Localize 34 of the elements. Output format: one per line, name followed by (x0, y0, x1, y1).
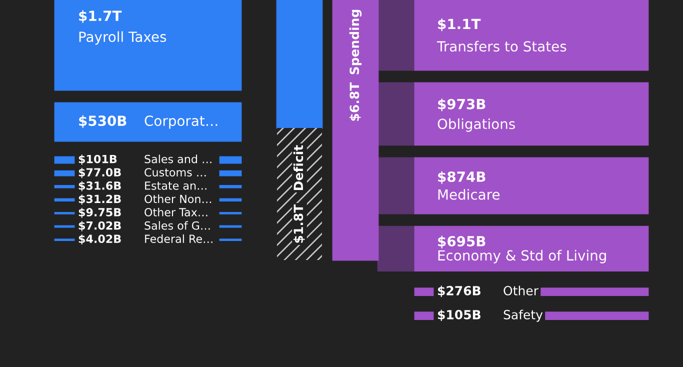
category-label: Transfers to States (436, 40, 566, 52)
data-label: $530B (79, 115, 126, 128)
data-label: $6.8T (349, 82, 361, 121)
data-label: $276B (438, 286, 480, 298)
data-label: $9.75B (78, 208, 121, 218)
data-label: $1.8T (293, 204, 305, 243)
category-label: Other Non… (144, 194, 212, 204)
category-label: Safety (504, 310, 543, 322)
data-label: $695B (438, 236, 486, 248)
data-label: $874B (438, 171, 486, 184)
data-label: $7.02B (78, 221, 121, 232)
data-label: $1.1T (438, 18, 481, 32)
data-label: $4.02B (78, 234, 121, 244)
category-label: Estate an… (145, 182, 206, 190)
category-label: Other (504, 286, 538, 296)
data-label: $31.2B (78, 194, 121, 205)
category-label: Spending (349, 10, 362, 74)
category-label: Deficit (293, 145, 304, 190)
data-label: $77.0B (78, 168, 121, 178)
category-label: Customs … (144, 168, 206, 177)
category-label: Federal Re… (145, 234, 212, 244)
category-label: Sales and … (144, 154, 212, 164)
category-label: Economy & Std of Living (438, 250, 606, 264)
data-label: $105B (438, 310, 480, 322)
category-label: Medicare (438, 189, 500, 200)
category-label: Sales of G… (144, 221, 210, 230)
data-label: $101B (78, 154, 117, 165)
category-label: Payroll Taxes (79, 31, 166, 45)
data-label: $1.7T (79, 10, 122, 23)
data-label: $31.6B (78, 181, 121, 192)
category-label: Corporat… (144, 116, 218, 129)
category-label: Other Tax… (144, 208, 208, 216)
category-label: Obligations (438, 118, 515, 132)
data-label: $973B (438, 98, 486, 112)
